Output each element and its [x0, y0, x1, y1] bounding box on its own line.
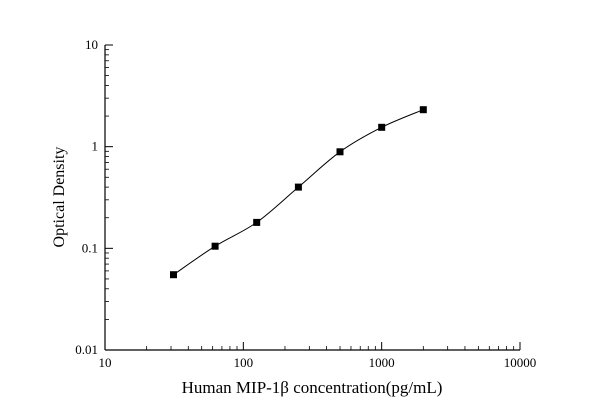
data-point-marker [336, 148, 344, 156]
data-point-marker [378, 123, 386, 131]
x-tick-label: 10000 [504, 355, 537, 370]
x-axis-label: Human MIP-1β concentration(pg/mL) [181, 378, 443, 397]
y-tick-label: 0.1 [82, 240, 98, 255]
y-tick-label: 10 [85, 37, 98, 52]
data-point-marker [419, 106, 427, 114]
x-tick-label: 10 [99, 355, 112, 370]
y-tick-label: 0.01 [75, 342, 98, 357]
data-point-marker [170, 271, 177, 279]
data-point-marker [211, 242, 219, 250]
data-point-marker [253, 218, 261, 226]
y-axis-label: Optical Density [51, 146, 68, 248]
curve-line [173, 109, 424, 276]
x-tick-label: 100 [234, 355, 254, 370]
y-tick-label: 1 [92, 139, 99, 154]
x-tick-label: 1000 [369, 355, 395, 370]
data-point-marker [294, 183, 302, 191]
